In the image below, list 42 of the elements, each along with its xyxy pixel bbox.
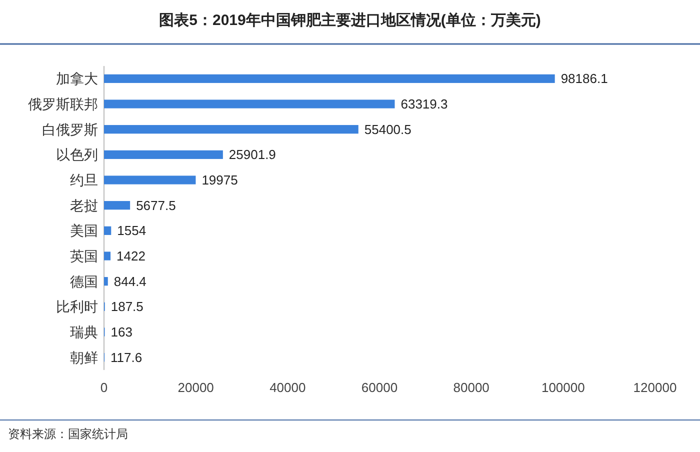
x-tick-label: 20000 [178, 380, 214, 395]
bar [104, 100, 395, 108]
x-tick-label: 60000 [361, 380, 398, 395]
data-label: 1554 [117, 223, 146, 238]
y-tick-label: 白俄罗斯 [42, 121, 98, 138]
bar [104, 252, 111, 260]
y-tick-label: 以色列 [56, 146, 98, 163]
data-label: 19975 [202, 172, 238, 188]
data-label: 844.4 [114, 274, 146, 289]
y-tick-label: 美国 [70, 222, 98, 239]
data-label: 5677.5 [136, 198, 176, 213]
data-label: 25901.9 [228, 147, 276, 162]
bar [104, 201, 130, 210]
data-label: 1422 [116, 248, 146, 264]
data-label: 98186.1 [560, 71, 608, 86]
x-tick-label: 80000 [453, 380, 490, 395]
y-tick-label: 朝鲜 [70, 349, 98, 366]
data-label: 187.5 [110, 299, 144, 314]
y-tick-label: 比利时 [56, 298, 98, 315]
x-tick-label: 40000 [270, 380, 306, 395]
bar [104, 277, 108, 286]
x-tick-label: 0 [100, 380, 108, 395]
chart-title: 图表5：2019年中国钾肥主要进口地区情况(单位：万美元) [159, 11, 541, 29]
text: 资料来源：国家统计局 [8, 427, 128, 441]
data-label: 117.6 [110, 350, 142, 365]
data-label: 63319.3 [400, 96, 448, 112]
y-tick-label: 加拿大 [56, 70, 98, 87]
y-tick-label: 俄罗斯联邦 [28, 96, 98, 112]
bar [104, 176, 196, 184]
data-label: 55400.5 [364, 122, 412, 137]
bar [104, 226, 112, 235]
bar [104, 74, 555, 83]
bar [104, 150, 223, 159]
bar [104, 125, 358, 134]
y-tick-label: 英国 [70, 248, 98, 264]
y-tick-label: 老挝 [70, 197, 98, 214]
y-tick-label: 约旦 [70, 172, 98, 188]
x-tick-label: 120000 [633, 380, 677, 395]
x-tick-label: 100000 [541, 380, 585, 395]
data-label: 163 [110, 324, 132, 340]
y-tick-label: 瑞典 [70, 324, 98, 340]
y-tick-label: 德国 [70, 273, 98, 290]
